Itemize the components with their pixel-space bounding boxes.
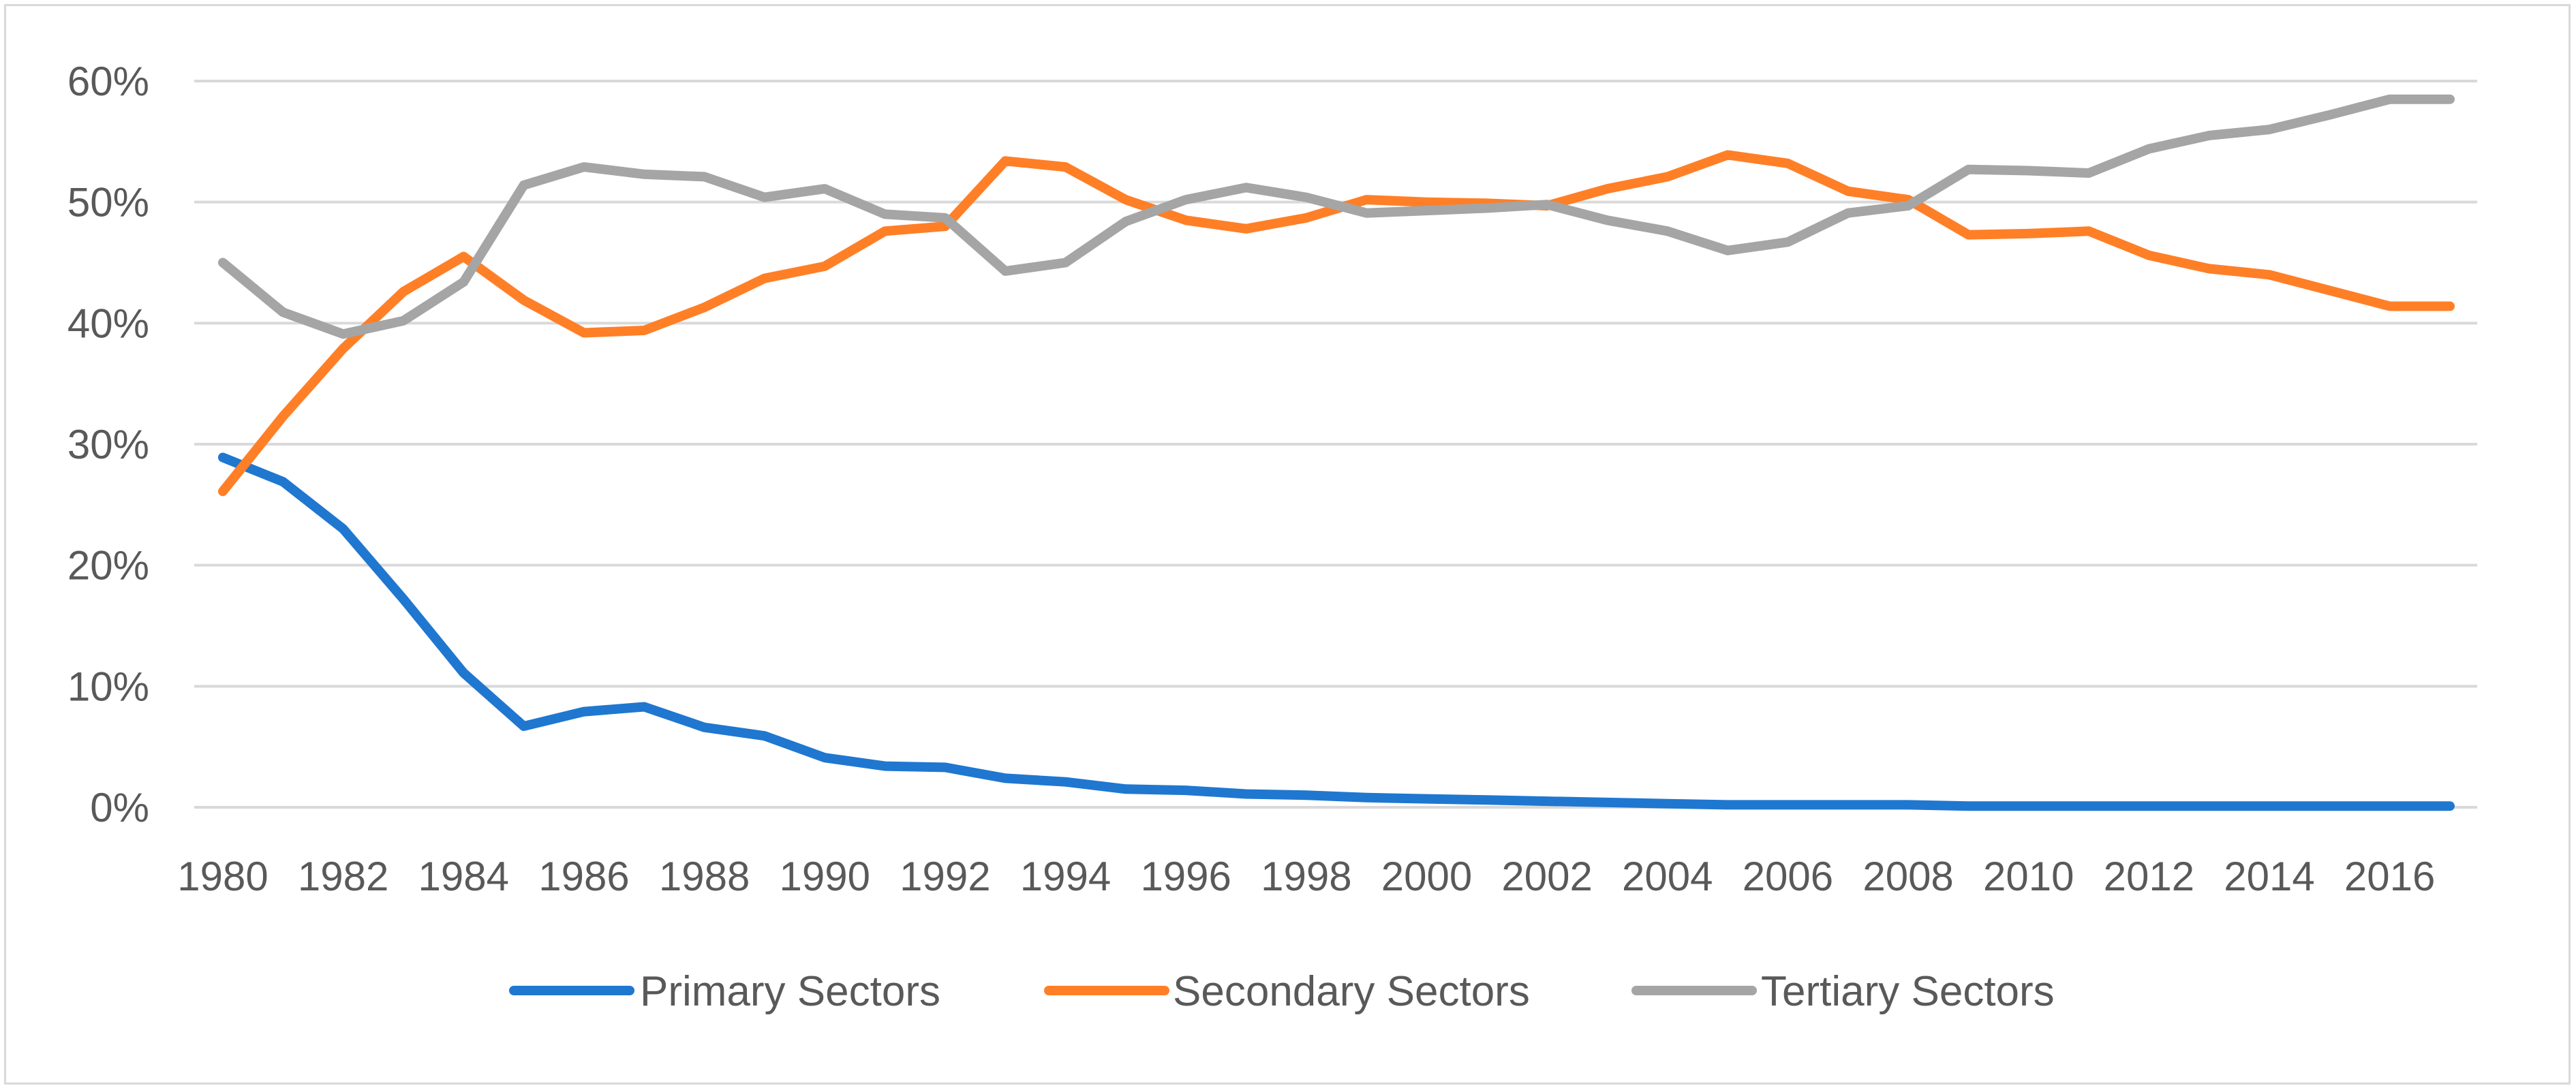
x-tick-label: 2012 — [2104, 854, 2194, 899]
x-tick-label: 1998 — [1261, 854, 1351, 899]
legend: Primary Sectors Secondary Sectors Tertiary… — [509, 968, 2055, 1015]
y-tick-label: 10% — [67, 664, 149, 709]
y-tick-label: 40% — [67, 300, 149, 346]
chart-frame: 0% 10% 20% 30% 40% 50% 60% 1980 1982 1984 1986 198… — [4, 4, 2571, 1085]
x-tick-label: 1992 — [900, 854, 990, 899]
line-chart: 0%10%20%30%40%50%60% 1980 1982 1984 1986 198… — [67, 59, 2477, 1015]
legend-label: Secondary Sectors — [1173, 968, 1530, 1015]
x-tick-label: 2000 — [1381, 854, 1472, 899]
x-tick-label: 1984 — [418, 854, 509, 899]
x-tick-label: 2004 — [1622, 854, 1713, 899]
legend-item-tertiary-sectors: Tertiary Sectors — [1631, 968, 2055, 1015]
x-tick-label: 2006 — [1743, 854, 1833, 899]
legend-item-primary-sectors: Primary Sectors — [509, 968, 940, 1015]
x-tick-label: 2010 — [1983, 854, 2074, 899]
y-tick-label: 60% — [67, 59, 149, 104]
series-lines — [218, 94, 2455, 811]
gridlines — [194, 80, 2477, 809]
x-tick-label: 1986 — [538, 854, 629, 899]
x-tick-label: 2002 — [1501, 854, 1592, 899]
x-tick-label: 1988 — [659, 854, 750, 899]
series-line-tertiary-sectors — [218, 94, 2455, 339]
x-tick-label: 2008 — [1862, 854, 1953, 899]
x-tick-label: 1990 — [780, 854, 870, 899]
x-axis-tick-labels: 1980 1982 1984 1986 1988 1990 1992 1994 1996 1998… — [177, 854, 2435, 899]
y-tick-label: 20% — [67, 543, 149, 589]
y-axis-tick-labels: 0% 10% 20% 30% 40% 50% 60% — [67, 59, 149, 830]
series-line-primary-sectors — [218, 452, 2455, 811]
x-tick-label: 2014 — [2224, 854, 2314, 899]
x-tick-label: 1996 — [1140, 854, 1231, 899]
y-tick-label: 50% — [67, 180, 149, 225]
legend-label: Primary Sectors — [640, 968, 940, 1015]
x-tick-label: 2016 — [2344, 854, 2435, 899]
x-tick-label: 1980 — [177, 854, 268, 899]
y-tick-label: 0% — [90, 785, 149, 830]
legend-label: Tertiary Sectors — [1761, 968, 2055, 1015]
legend-item-secondary-sectors: Secondary Sectors — [1044, 968, 1530, 1015]
x-tick-label: 1982 — [298, 854, 388, 899]
y-tick-label: 30% — [67, 422, 149, 467]
x-tick-label: 1994 — [1020, 854, 1111, 899]
